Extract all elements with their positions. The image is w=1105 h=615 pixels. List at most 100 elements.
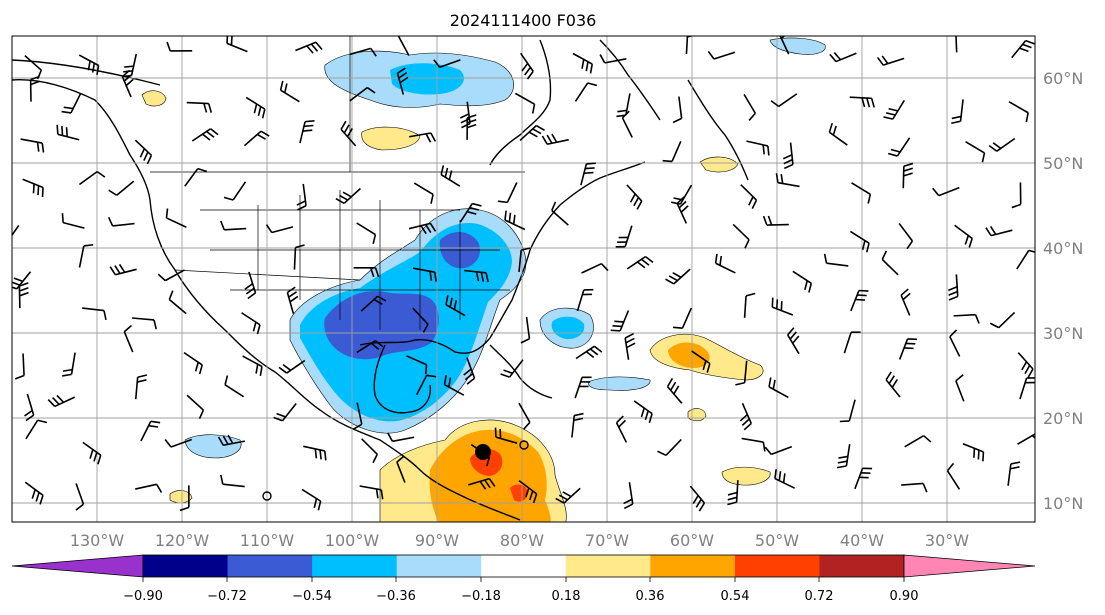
wind-barb-feather xyxy=(888,375,895,385)
wind-barb-feather xyxy=(858,289,869,292)
wind-barb-shaft xyxy=(604,58,627,64)
wind-barb-feather xyxy=(861,97,866,108)
wind-barb-feather xyxy=(583,171,594,175)
wind-barb-feather xyxy=(698,502,706,512)
wind-barb-shaft xyxy=(26,393,35,416)
wind-barb-feather xyxy=(372,453,378,464)
wind-barb-shaft xyxy=(772,306,794,316)
wind-barb-feather xyxy=(782,154,793,160)
wind-barb-feather xyxy=(313,498,318,508)
wind-barb-shaft xyxy=(885,379,901,398)
wind-barb-feather xyxy=(668,275,678,282)
wind-barb-shaft xyxy=(665,438,682,456)
wind-barb-shaft xyxy=(440,173,461,187)
wind-barb-shaft xyxy=(62,221,85,229)
wind-barb-feather xyxy=(253,103,258,114)
wind-barb-feather xyxy=(865,242,870,253)
wind-barb-shaft xyxy=(468,477,490,486)
wind-barb-feather xyxy=(306,45,314,54)
wind-barb-feather xyxy=(398,72,408,79)
wind-barb-shaft xyxy=(792,270,812,284)
wind-barb-feather xyxy=(673,385,680,395)
wind-barb-feather xyxy=(508,212,512,223)
wind-barb-feather xyxy=(762,215,768,226)
wind-barb-feather xyxy=(47,399,56,408)
wind-barb-feather xyxy=(25,414,35,422)
wind-barb-shaft xyxy=(1007,463,1012,486)
small-circle-marker-2 xyxy=(262,491,272,501)
wind-barb-shaft xyxy=(673,268,691,285)
negative-region-mid-atlantic xyxy=(587,376,651,391)
wind-barb-feather xyxy=(955,374,964,382)
wind-barb-shaft xyxy=(112,222,135,227)
wind-barb-feather xyxy=(37,185,40,196)
wind-barb-shaft xyxy=(898,222,914,242)
wind-barb-feather xyxy=(19,291,29,297)
wind-barb-feather xyxy=(260,130,270,137)
wind-barb-feather xyxy=(883,116,893,120)
wind-barb-feather xyxy=(626,342,636,349)
wind-barb-feather xyxy=(615,415,624,424)
wind-barb-feather xyxy=(780,36,786,40)
wind-barb-feather xyxy=(1025,39,1035,45)
wind-barb-shaft xyxy=(962,442,984,453)
wind-barb-shaft xyxy=(851,182,871,195)
wind-barb-feather xyxy=(305,120,315,123)
wind-barb-shaft xyxy=(78,170,98,186)
wind-barb-feather xyxy=(463,368,472,376)
wind-barb-feather xyxy=(891,378,899,388)
wind-barb-feather xyxy=(585,351,595,359)
wind-barb-feather xyxy=(107,216,114,227)
wind-barb-feather xyxy=(964,235,970,245)
wind-barb-shaft xyxy=(574,82,589,102)
wind-barb-shaft xyxy=(409,132,431,138)
wind-barb-feather xyxy=(593,345,603,353)
wind-barb-feather xyxy=(114,265,121,274)
wind-barb-feather xyxy=(808,283,813,293)
map-title: 2024111400 F036 xyxy=(450,11,597,30)
lon-label: 30°W xyxy=(925,531,969,550)
wind-barb-shaft xyxy=(248,271,257,294)
positive-region-small-3 xyxy=(361,126,421,151)
wind-barb-shaft xyxy=(901,482,924,486)
wind-barb-feather xyxy=(0,241,6,244)
wind-barb-feather xyxy=(648,413,653,423)
wind-barb-feather xyxy=(24,409,33,417)
wind-barb-feather xyxy=(528,490,534,501)
wind-barb-shaft xyxy=(938,186,960,197)
wind-barb-feather xyxy=(440,165,445,175)
wind-barb-shaft xyxy=(356,402,363,425)
wind-barb-feather xyxy=(932,187,940,197)
wind-barb-shaft xyxy=(132,317,155,321)
wind-barb-feather xyxy=(861,240,866,250)
wind-barb-shaft xyxy=(415,374,428,396)
wind-barb-feather xyxy=(466,114,477,119)
wind-barb-feather xyxy=(302,129,313,132)
wind-barb-feather xyxy=(706,363,711,373)
wind-barb-shaft xyxy=(1019,377,1028,400)
wind-barb-shaft xyxy=(245,96,266,110)
wind-barb-feather xyxy=(946,462,955,472)
wind-barb-feather xyxy=(900,288,909,296)
wind-barb-feather xyxy=(342,191,352,198)
colorbar-bin xyxy=(227,555,313,577)
wind-barb-shaft xyxy=(679,184,693,205)
colorbar-tick-label: −0.90 xyxy=(123,589,163,604)
wind-barb-feather xyxy=(521,247,531,251)
wind-barb-shaft xyxy=(900,294,911,316)
wind-barb-shaft xyxy=(281,402,297,422)
wind-barb-feather xyxy=(447,377,452,388)
lat-label: 10°N xyxy=(1043,494,1083,513)
wind-barb-feather xyxy=(35,492,40,502)
wind-barb-feather xyxy=(124,65,134,68)
wind-barb-feather xyxy=(374,267,380,278)
wind-barb-feather xyxy=(833,52,842,61)
wind-barb-feather xyxy=(589,63,594,74)
lon-label: 70°W xyxy=(585,531,629,550)
wind-barb-feather xyxy=(150,420,161,424)
wind-barb-shaft xyxy=(551,209,569,226)
wind-barb-feather xyxy=(839,420,850,423)
wind-barb-feather xyxy=(574,412,584,417)
wind-barb-shaft xyxy=(22,353,25,376)
wind-barb-feather xyxy=(836,465,847,469)
